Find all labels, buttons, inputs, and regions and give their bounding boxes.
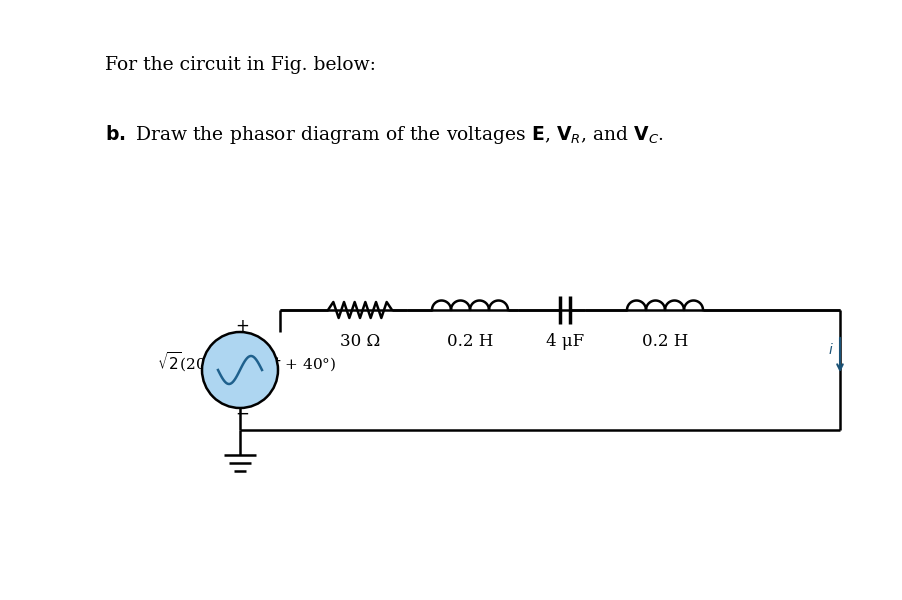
Text: +: + [235, 317, 249, 335]
Text: −: − [235, 405, 249, 423]
Text: 30 Ω: 30 Ω [340, 334, 380, 350]
Text: $\sqrt{2}$(20) sin(377$t$ + 40°): $\sqrt{2}$(20) sin(377$t$ + 40°) [157, 350, 336, 374]
Text: 0.2 H: 0.2 H [446, 334, 493, 350]
Text: $\bf{b.}$ Draw the phasor diagram of the voltages $\bf{E}$, $\bf{V}$$_R$, and $\: $\bf{b.}$ Draw the phasor diagram of the… [105, 124, 664, 146]
Text: For the circuit in Fig. below:: For the circuit in Fig. below: [105, 56, 376, 74]
Circle shape [202, 332, 278, 408]
Text: 0.2 H: 0.2 H [642, 334, 688, 350]
Text: i: i [828, 343, 832, 357]
Text: 4 μF: 4 μF [546, 334, 584, 350]
